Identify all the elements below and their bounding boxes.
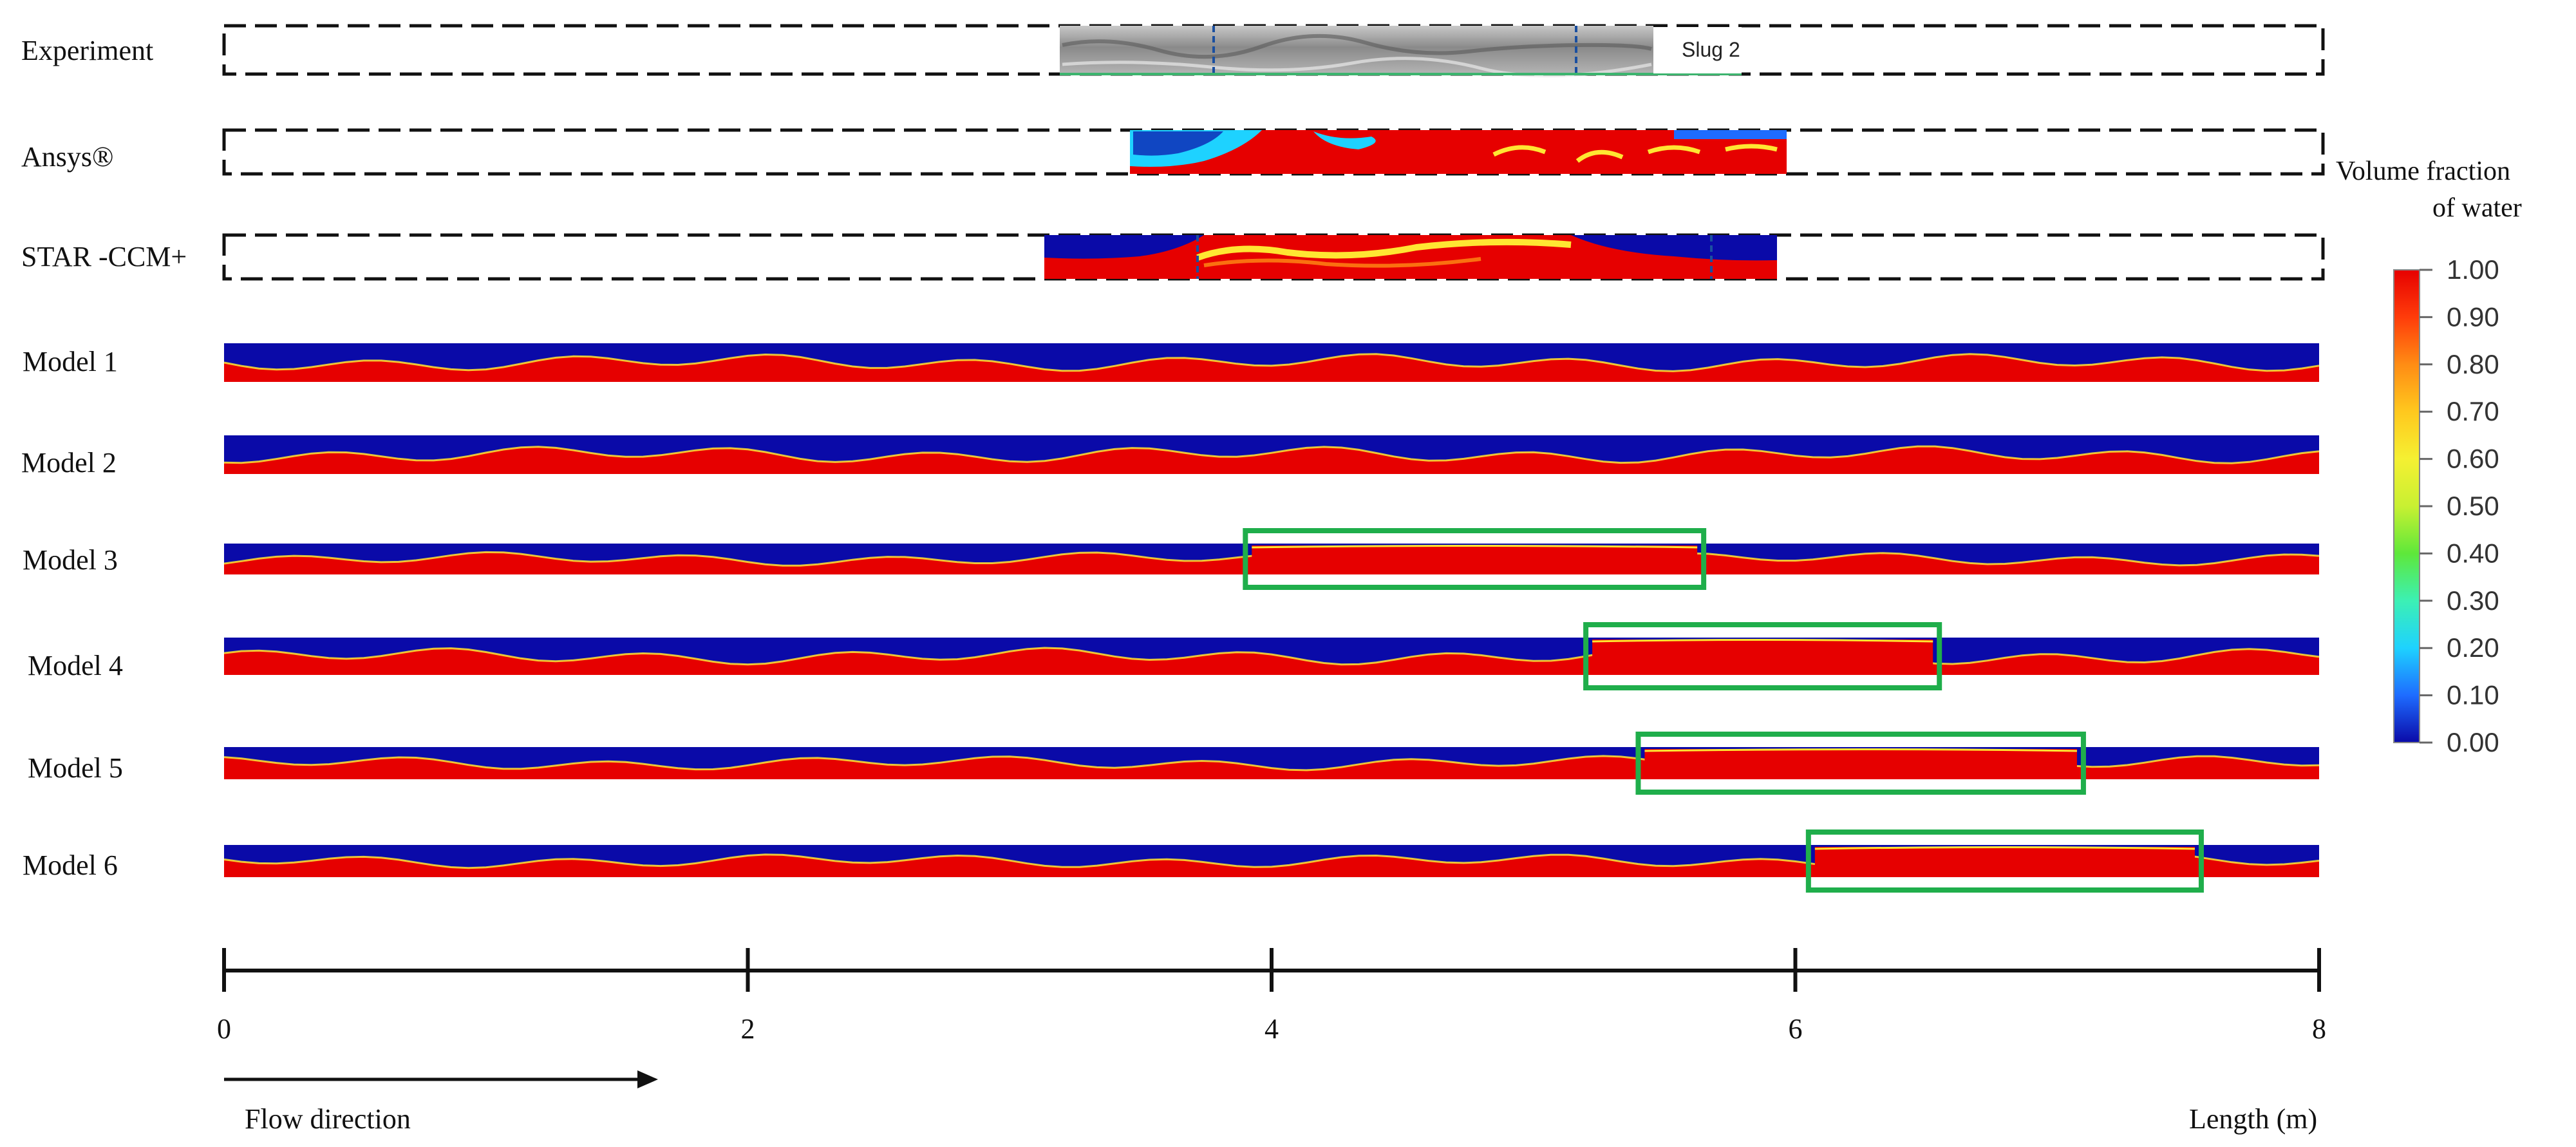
interface-line: [223, 647, 2320, 666]
colorbar-tick-label: 0.80: [2447, 349, 2499, 379]
experiment-row: Slug 2: [222, 24, 2325, 78]
ansys-row: [222, 128, 2325, 176]
model-2-pipe: [223, 435, 2320, 474]
axis-tick-label: 4: [1264, 1013, 1279, 1045]
colorbar-tick-label: 0.30: [2447, 585, 2499, 616]
row-label-model-4: Model 4: [28, 650, 123, 681]
ansys-interface-streaks: [1492, 144, 1778, 163]
axis-tick-label: 0: [217, 1013, 231, 1045]
colorbar-tick-label: 0.50: [2447, 491, 2499, 521]
gas-layer: [224, 845, 2319, 868]
model-3-pipe: [223, 528, 2320, 590]
colorbar-tick-label: 0.00: [2447, 727, 2499, 757]
colorbar-tick-label: 0.10: [2447, 680, 2499, 710]
colorbar-tick-label: 0.90: [2447, 301, 2499, 332]
slug-interface: [1814, 846, 2195, 850]
row-label-model-2: Model 2: [21, 447, 117, 479]
slug-highlight-box: [1583, 622, 1942, 690]
colorbar-tick-label: 0.60: [2447, 444, 2499, 474]
colorbar-ticks: 1.00 0.90 0.80 0.70 0.60 0.50 0.40 0.30 0.20 0.10…: [2420, 254, 2499, 757]
ansys-top-gas-band: [1674, 130, 1787, 139]
gas-layer: [224, 343, 2319, 372]
row-label-ansys: Ansys®: [21, 141, 113, 173]
ansys-gas-pocket-left-core: [1133, 131, 1223, 156]
row-label-model-5: Model 5: [28, 752, 123, 784]
starccm-interface: [1196, 238, 1572, 261]
slug-body: [1814, 847, 2195, 877]
slug-highlight-box: [1805, 829, 2204, 893]
model-1-pipe: [223, 343, 2320, 382]
starccm-interface-glow: [1203, 257, 1481, 268]
colorbar-title-line-1: Volume fraction: [2336, 156, 2510, 186]
row-label-model-1: Model 1: [23, 346, 118, 377]
ansys-gas-pocket-mid: [1313, 131, 1376, 149]
colorbar-tick-label: 0.20: [2447, 632, 2499, 663]
flow-direction-label: Flow direction: [245, 1103, 411, 1135]
interface-line: [223, 353, 2320, 372]
starccm-row: [222, 233, 2325, 281]
colorbar-tick-label: 1.00: [2447, 254, 2499, 285]
slug-body: [1592, 640, 1933, 675]
colorbar-tick-label: 0.40: [2447, 538, 2499, 568]
colorbar-title-line-2: of water: [2432, 193, 2522, 223]
starccm-gas-right: [1571, 235, 1777, 261]
slug-label: Slug 2: [1682, 38, 1740, 61]
colorbar-tick-label: 0.70: [2447, 396, 2499, 426]
slug-interface: [1252, 545, 1698, 549]
model-4-pipe: [223, 622, 2320, 690]
row-label-model-3: Model 3: [23, 544, 118, 576]
slug-body: [1644, 749, 2077, 779]
experiment-photo: [1060, 26, 1653, 74]
experiment-photo-texture-2: [1062, 57, 1652, 78]
slug-body: [1252, 545, 1698, 574]
length-axis: 0 2 4 6 8 Length (m): [217, 948, 2326, 1135]
colorbar-gradient: [2393, 269, 2420, 743]
slug-interface: [1592, 639, 1933, 643]
slug-highlight-box: [1243, 528, 1707, 590]
model-6-pipe: [223, 829, 2320, 893]
row-label-model-6: Model 6: [23, 849, 118, 881]
model-rows: [223, 343, 2320, 893]
axis-tick-label: 6: [1789, 1013, 1803, 1045]
experiment-photo-texture: [1062, 33, 1652, 59]
interface-line: [223, 445, 2320, 464]
colorbar: Volume fraction of water 1.00 0.90 0.80 0.7…: [2336, 156, 2522, 757]
row-label-experiment: Experiment: [21, 35, 153, 66]
slug-interface: [1644, 748, 2077, 752]
slug-highlight-box: [1635, 732, 2086, 795]
arrow-head-icon: [637, 1070, 658, 1088]
axis-ticks: 0 2 4 6 8: [217, 948, 2326, 1045]
axis-tick-label: 2: [741, 1013, 755, 1045]
slug-label-box: [1653, 27, 1742, 73]
starccm-gas-left: [1044, 235, 1204, 259]
length-axis-label: Length (m): [2189, 1103, 2317, 1135]
model-5-pipe: [223, 732, 2320, 795]
flow-direction: Flow direction: [224, 1070, 658, 1135]
axis-tick-label: 8: [2312, 1013, 2326, 1045]
gas-layer: [224, 435, 2319, 464]
row-label-starccm: STAR -CCM+: [21, 241, 187, 272]
